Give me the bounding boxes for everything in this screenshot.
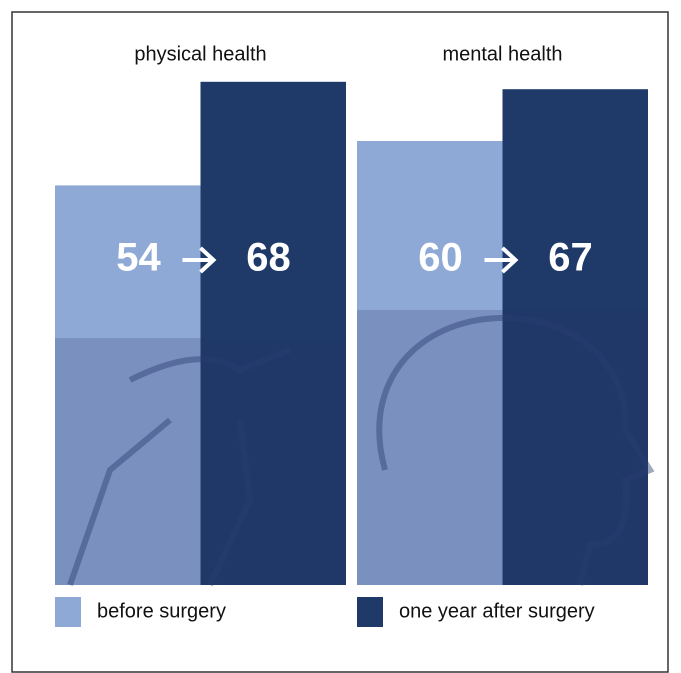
legend-swatch xyxy=(357,597,383,627)
value-label: 54 xyxy=(116,236,161,280)
runner-outline xyxy=(67,347,292,587)
bar xyxy=(502,89,648,585)
category-label: physical health xyxy=(134,43,266,65)
value-label: 60 xyxy=(418,236,463,280)
value-label: 68 xyxy=(246,236,291,280)
bar xyxy=(200,81,346,586)
plot xyxy=(55,81,648,586)
head-outline xyxy=(376,314,655,586)
frame xyxy=(11,11,669,673)
legend-label: before surgery xyxy=(97,600,226,622)
arrow xyxy=(484,246,519,274)
bar xyxy=(55,185,201,585)
illustration-shade xyxy=(357,310,648,585)
value-label: 67 xyxy=(548,236,593,280)
legend-swatch xyxy=(55,597,81,627)
illustration-shade xyxy=(55,338,346,585)
bar xyxy=(357,141,503,585)
category-label: mental health xyxy=(442,43,562,65)
legend-label: one year after surgery xyxy=(399,600,595,622)
arrow xyxy=(182,246,217,274)
decoration xyxy=(67,314,655,587)
